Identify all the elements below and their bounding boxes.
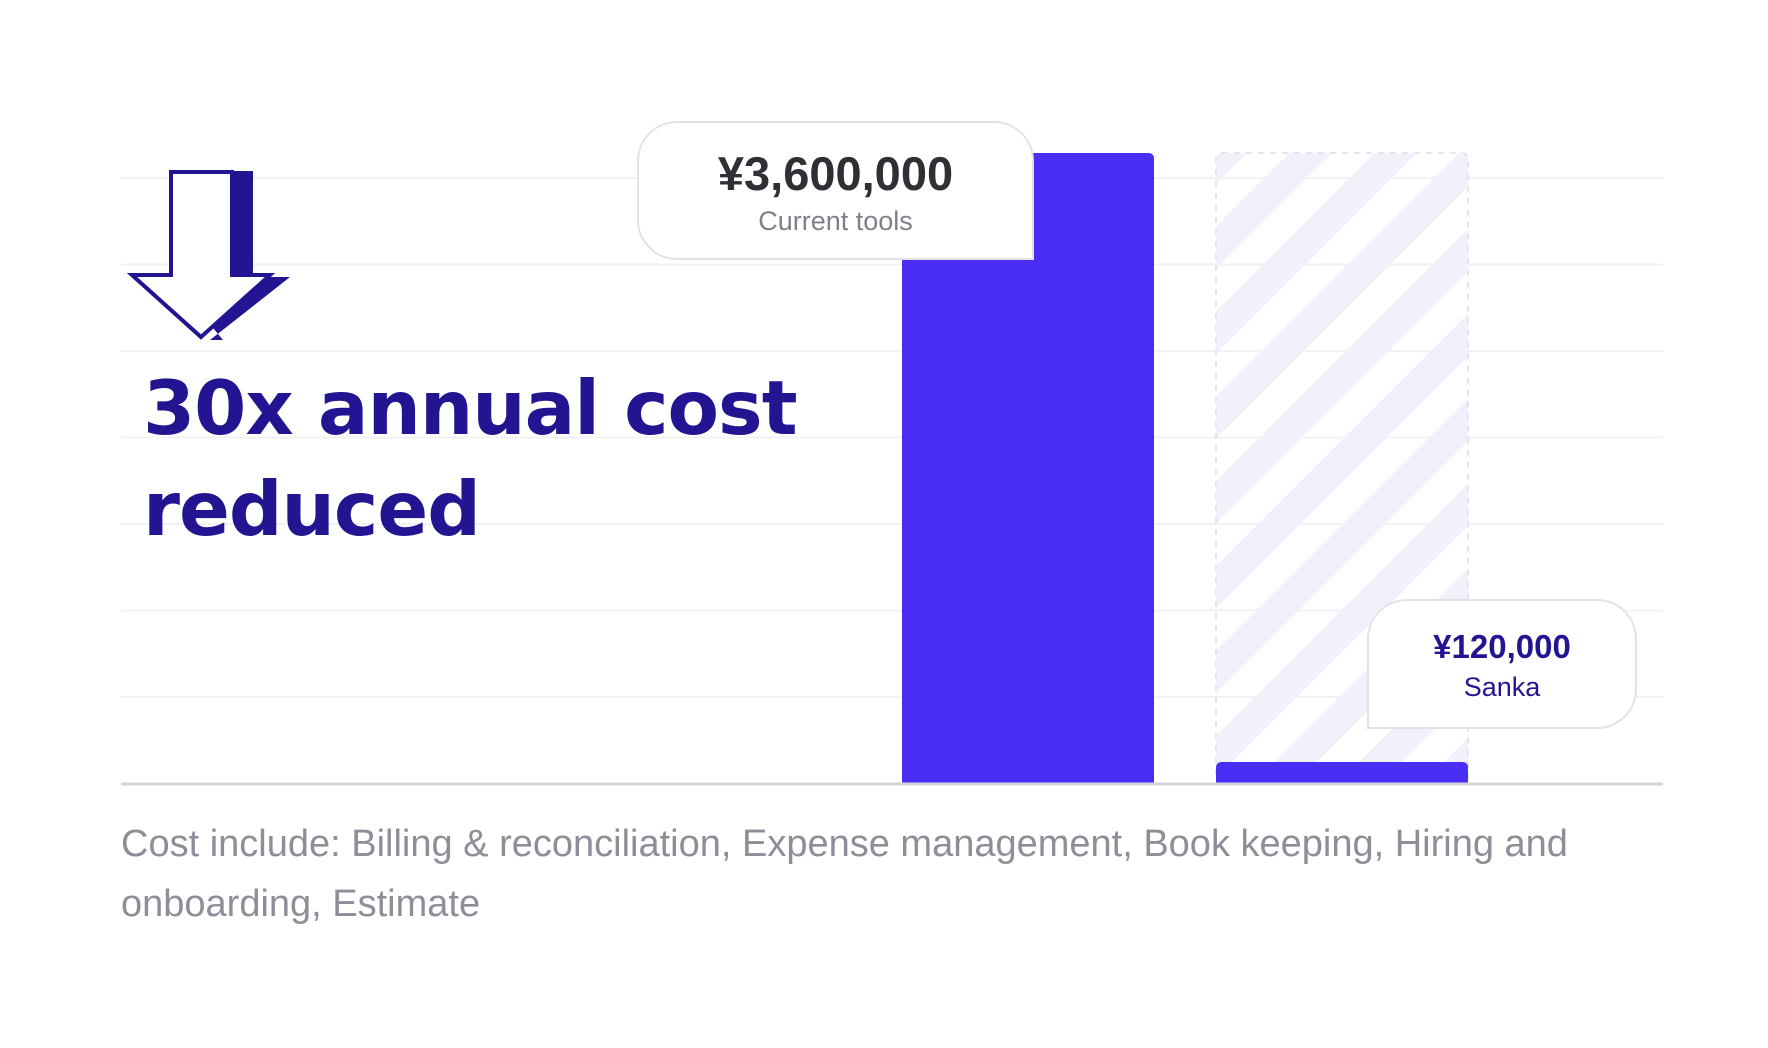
grid-lines [121, 177, 1663, 698]
sanka-value: ¥120,000 [1433, 628, 1571, 665]
current-tools-value: ¥3,600,000 [717, 147, 954, 200]
down-arrow-icon [126, 170, 290, 340]
bar-sanka [1216, 762, 1468, 783]
headline: 30x annual cost reduced [143, 364, 798, 553]
sanka-label: Sanka [1463, 672, 1541, 702]
sanka-callout: ¥120,000 Sanka [1367, 599, 1637, 729]
bar-current-tools [902, 153, 1154, 783]
current-tools-callout: ¥3,600,000 Current tools [637, 121, 1034, 260]
current-tools-label: Current tools [758, 206, 913, 236]
cost-footnote: Cost include: Billing & reconciliation, … [121, 823, 1568, 925]
